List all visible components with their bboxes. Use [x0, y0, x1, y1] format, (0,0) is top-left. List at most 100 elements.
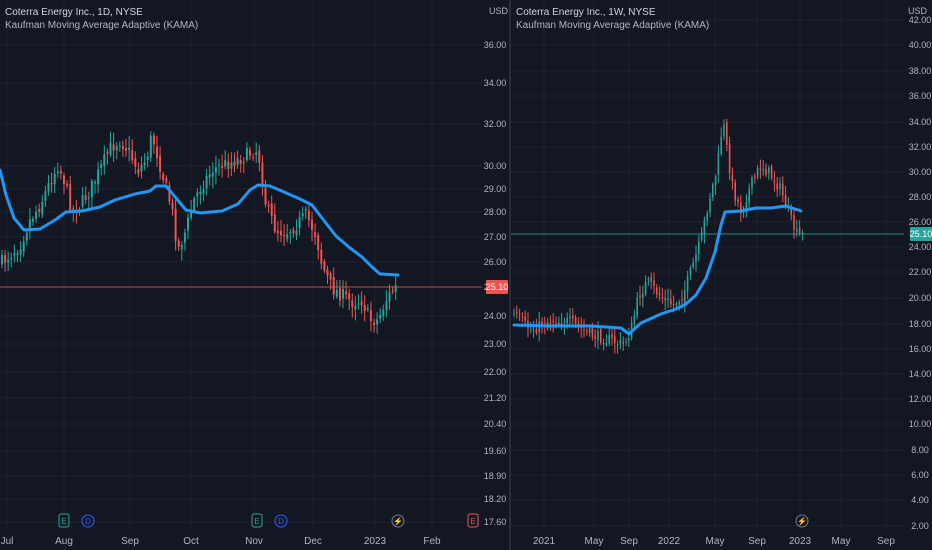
candle-body [751, 177, 753, 189]
candle-body [273, 214, 276, 232]
candle-body [283, 234, 286, 237]
candle-body [754, 176, 756, 178]
y-tick-label: 19.60 [484, 446, 507, 456]
candle-body [516, 311, 518, 314]
y-tick-label: 16.00 [909, 344, 932, 354]
candle-body [681, 299, 683, 302]
candle-body [227, 161, 230, 169]
candle-body [47, 183, 50, 192]
candle-body [560, 323, 563, 326]
candle-body [276, 230, 279, 234]
candle-body [698, 241, 700, 255]
left-symbol-title: Coterra Energy Inc., 1D, NYSE [5, 7, 143, 18]
candle-body [700, 232, 703, 240]
event-marker-label: ⚡ [393, 516, 403, 526]
candle-body [572, 315, 574, 319]
candle-body [656, 287, 658, 294]
price-label-box [910, 227, 932, 241]
candle-body [301, 213, 304, 217]
candle-body [304, 208, 307, 211]
event-marker-label: E [470, 517, 475, 526]
candle-body [193, 198, 196, 211]
event-marker[interactable]: D [274, 514, 288, 528]
candle-body [784, 195, 787, 208]
candle-body [394, 285, 397, 292]
candle-body [566, 317, 568, 324]
candle-body [717, 153, 720, 175]
candle-body [245, 148, 248, 161]
price-label: 25.10 [910, 229, 932, 239]
event-marker[interactable]: E [251, 513, 263, 528]
candle-body [369, 309, 372, 322]
candle-body [366, 308, 369, 310]
candle-body [376, 319, 379, 325]
candle-body [689, 267, 692, 276]
x-tick-label: May [706, 536, 725, 547]
candle-body [233, 161, 236, 167]
candle-body [667, 298, 669, 301]
candle-body [605, 342, 608, 345]
candle-body [125, 148, 127, 151]
right-indicator-label: Kaufman Moving Average Adaptive (KAMA) [516, 20, 710, 31]
right-chart-pane[interactable]: 42.00 40.00 38.00 36.00 34.00 32.00 30.00 28.00… [511, 0, 932, 550]
y-tick-label: 23.00 [484, 339, 507, 349]
candle-body [214, 167, 217, 173]
candle-body [535, 329, 538, 333]
event-marker-frame [251, 513, 263, 528]
event-marker-frame [274, 514, 288, 528]
event-marker[interactable]: D [81, 514, 95, 528]
candle-body [32, 218, 34, 222]
candle-body [801, 232, 804, 234]
candle-body [639, 295, 641, 298]
candle-body [658, 293, 661, 296]
candle-body [28, 219, 31, 232]
candle-body [642, 293, 644, 299]
kama-line [0, 168, 400, 277]
event-marker[interactable]: E [467, 513, 479, 528]
candle-body [140, 164, 143, 172]
candle-body [342, 289, 344, 299]
candle-body [174, 208, 177, 241]
candle-body [270, 203, 273, 216]
y-tick-label: 36.00 [484, 40, 507, 50]
candle-body [723, 124, 725, 136]
event-marker[interactable]: E [58, 513, 70, 528]
candle-body [69, 184, 72, 211]
right-legend: Coterra Energy Inc., 1W, NYSE Kaufman Mo… [516, 6, 709, 32]
candle-body [391, 290, 394, 292]
candle-body [97, 169, 100, 185]
candle-body [558, 322, 560, 325]
event-marker-frame [81, 514, 95, 528]
y-tick-label: 42.00 [909, 15, 932, 25]
candle-body [307, 210, 310, 221]
candle-body [712, 184, 714, 198]
event-marker[interactable]: ⚡ [795, 514, 809, 528]
left-price-chart[interactable]: 36.00 34.00 32.00 30.00 29.00 28.00 27.00 26.00… [0, 0, 509, 550]
candle-body [345, 291, 348, 295]
candle-body [146, 156, 149, 160]
right-price-chart[interactable]: 42.00 40.00 38.00 36.00 34.00 32.00 30.00 28.00… [511, 0, 932, 550]
candle-body [121, 145, 124, 150]
candle-body [524, 316, 526, 321]
candle-body [112, 144, 115, 151]
candle-body [360, 301, 363, 306]
candle-body [230, 162, 233, 169]
candle-body [4, 255, 7, 263]
candle-body [628, 338, 630, 341]
event-marker[interactable]: ⚡ [391, 514, 405, 528]
candle-body [695, 254, 697, 263]
candle-body [159, 155, 162, 172]
candle-body [137, 169, 140, 174]
x-tick-label: Feb [423, 536, 441, 547]
candle-body [13, 253, 16, 256]
candle-body [678, 301, 680, 305]
y-tick-label: 24.00 [909, 242, 932, 252]
candle-body [745, 202, 748, 209]
candle-body [156, 146, 158, 159]
price-label: 25.10 [486, 282, 509, 292]
event-marker-label: E [61, 517, 66, 526]
event-marker-label: E [254, 517, 259, 526]
y-tick-label: 40.00 [909, 40, 932, 50]
left-chart-pane[interactable]: 36.00 34.00 32.00 30.00 29.00 28.00 27.00 26.00… [0, 0, 509, 550]
pane-divider[interactable] [509, 0, 511, 550]
